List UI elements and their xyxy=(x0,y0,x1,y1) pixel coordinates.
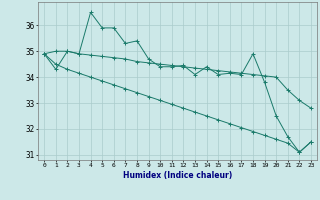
X-axis label: Humidex (Indice chaleur): Humidex (Indice chaleur) xyxy=(123,171,232,180)
